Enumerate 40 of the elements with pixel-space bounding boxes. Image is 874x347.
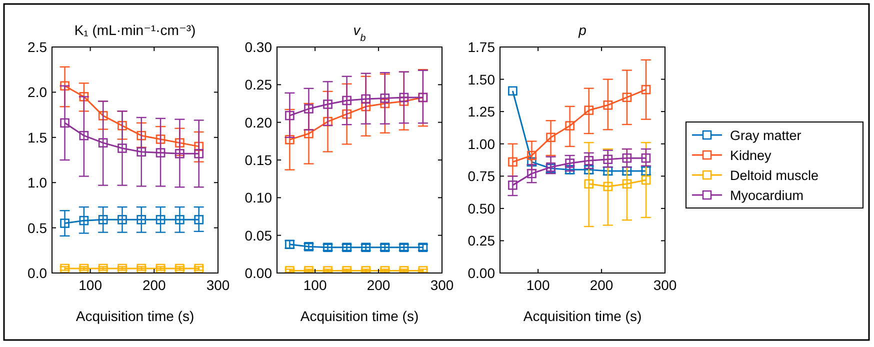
y-tick-label: 0.25	[244, 76, 272, 93]
y-tick-label: 1.25	[468, 104, 496, 120]
legend-label: Gray matter	[730, 128, 802, 143]
legend-label: Myocardium	[730, 188, 804, 203]
y-tick-label: 0.30	[244, 39, 272, 55]
y-tick-label: 0.00	[244, 265, 272, 281]
x-tick-label: 300	[653, 277, 677, 293]
x-tick-label: 200	[590, 277, 614, 293]
y-tick-label: 2.5	[28, 39, 48, 55]
x-tick-label: 100	[78, 277, 102, 293]
x-tick-label: 100	[526, 277, 550, 293]
y-tick-label: 1.50	[468, 71, 496, 88]
y-tick-label: 2.0	[28, 84, 48, 100]
y-tick-label: 0.00	[468, 265, 496, 281]
y-tick-label: 0.20	[244, 114, 272, 130]
y-tick-label: 1.5	[28, 129, 48, 146]
y-tick-label: 0.50	[468, 200, 496, 216]
x-axis-title: Acquisition time (s)	[76, 308, 194, 324]
x-tick-label: 200	[142, 277, 166, 293]
legend-label: Deltoid muscle	[730, 168, 819, 183]
y-tick-label: 0.25	[468, 232, 496, 249]
x-axis-title: Acquisition time (s)	[523, 308, 642, 324]
legend-label: Kidney	[730, 148, 772, 163]
y-tick-label: 0.10	[244, 190, 272, 206]
x-tick-label: 200	[366, 277, 390, 293]
y-tick-label: 0.15	[244, 152, 272, 168]
y-tick-label: 0.5	[28, 220, 48, 236]
y-tick-label: 1.0	[28, 174, 48, 191]
y-tick-label: 0.75	[468, 168, 496, 184]
x-axis-title: Acquisition time (s)	[300, 308, 419, 324]
chart-title: K₁ (mL·min⁻¹·cm⁻³)	[74, 22, 196, 38]
x-tick-label: 100	[303, 277, 327, 293]
y-tick-label: 1.75	[468, 39, 496, 55]
x-tick-label: 300	[430, 277, 454, 293]
y-tick-label: 0.05	[244, 227, 272, 244]
y-tick-label: 0.0	[28, 265, 48, 281]
chart-title: v$_{b}$	[353, 22, 366, 44]
chart-title: p	[578, 22, 587, 38]
x-tick-label: 300	[206, 277, 230, 293]
y-tick-label: 1.00	[468, 136, 496, 152]
